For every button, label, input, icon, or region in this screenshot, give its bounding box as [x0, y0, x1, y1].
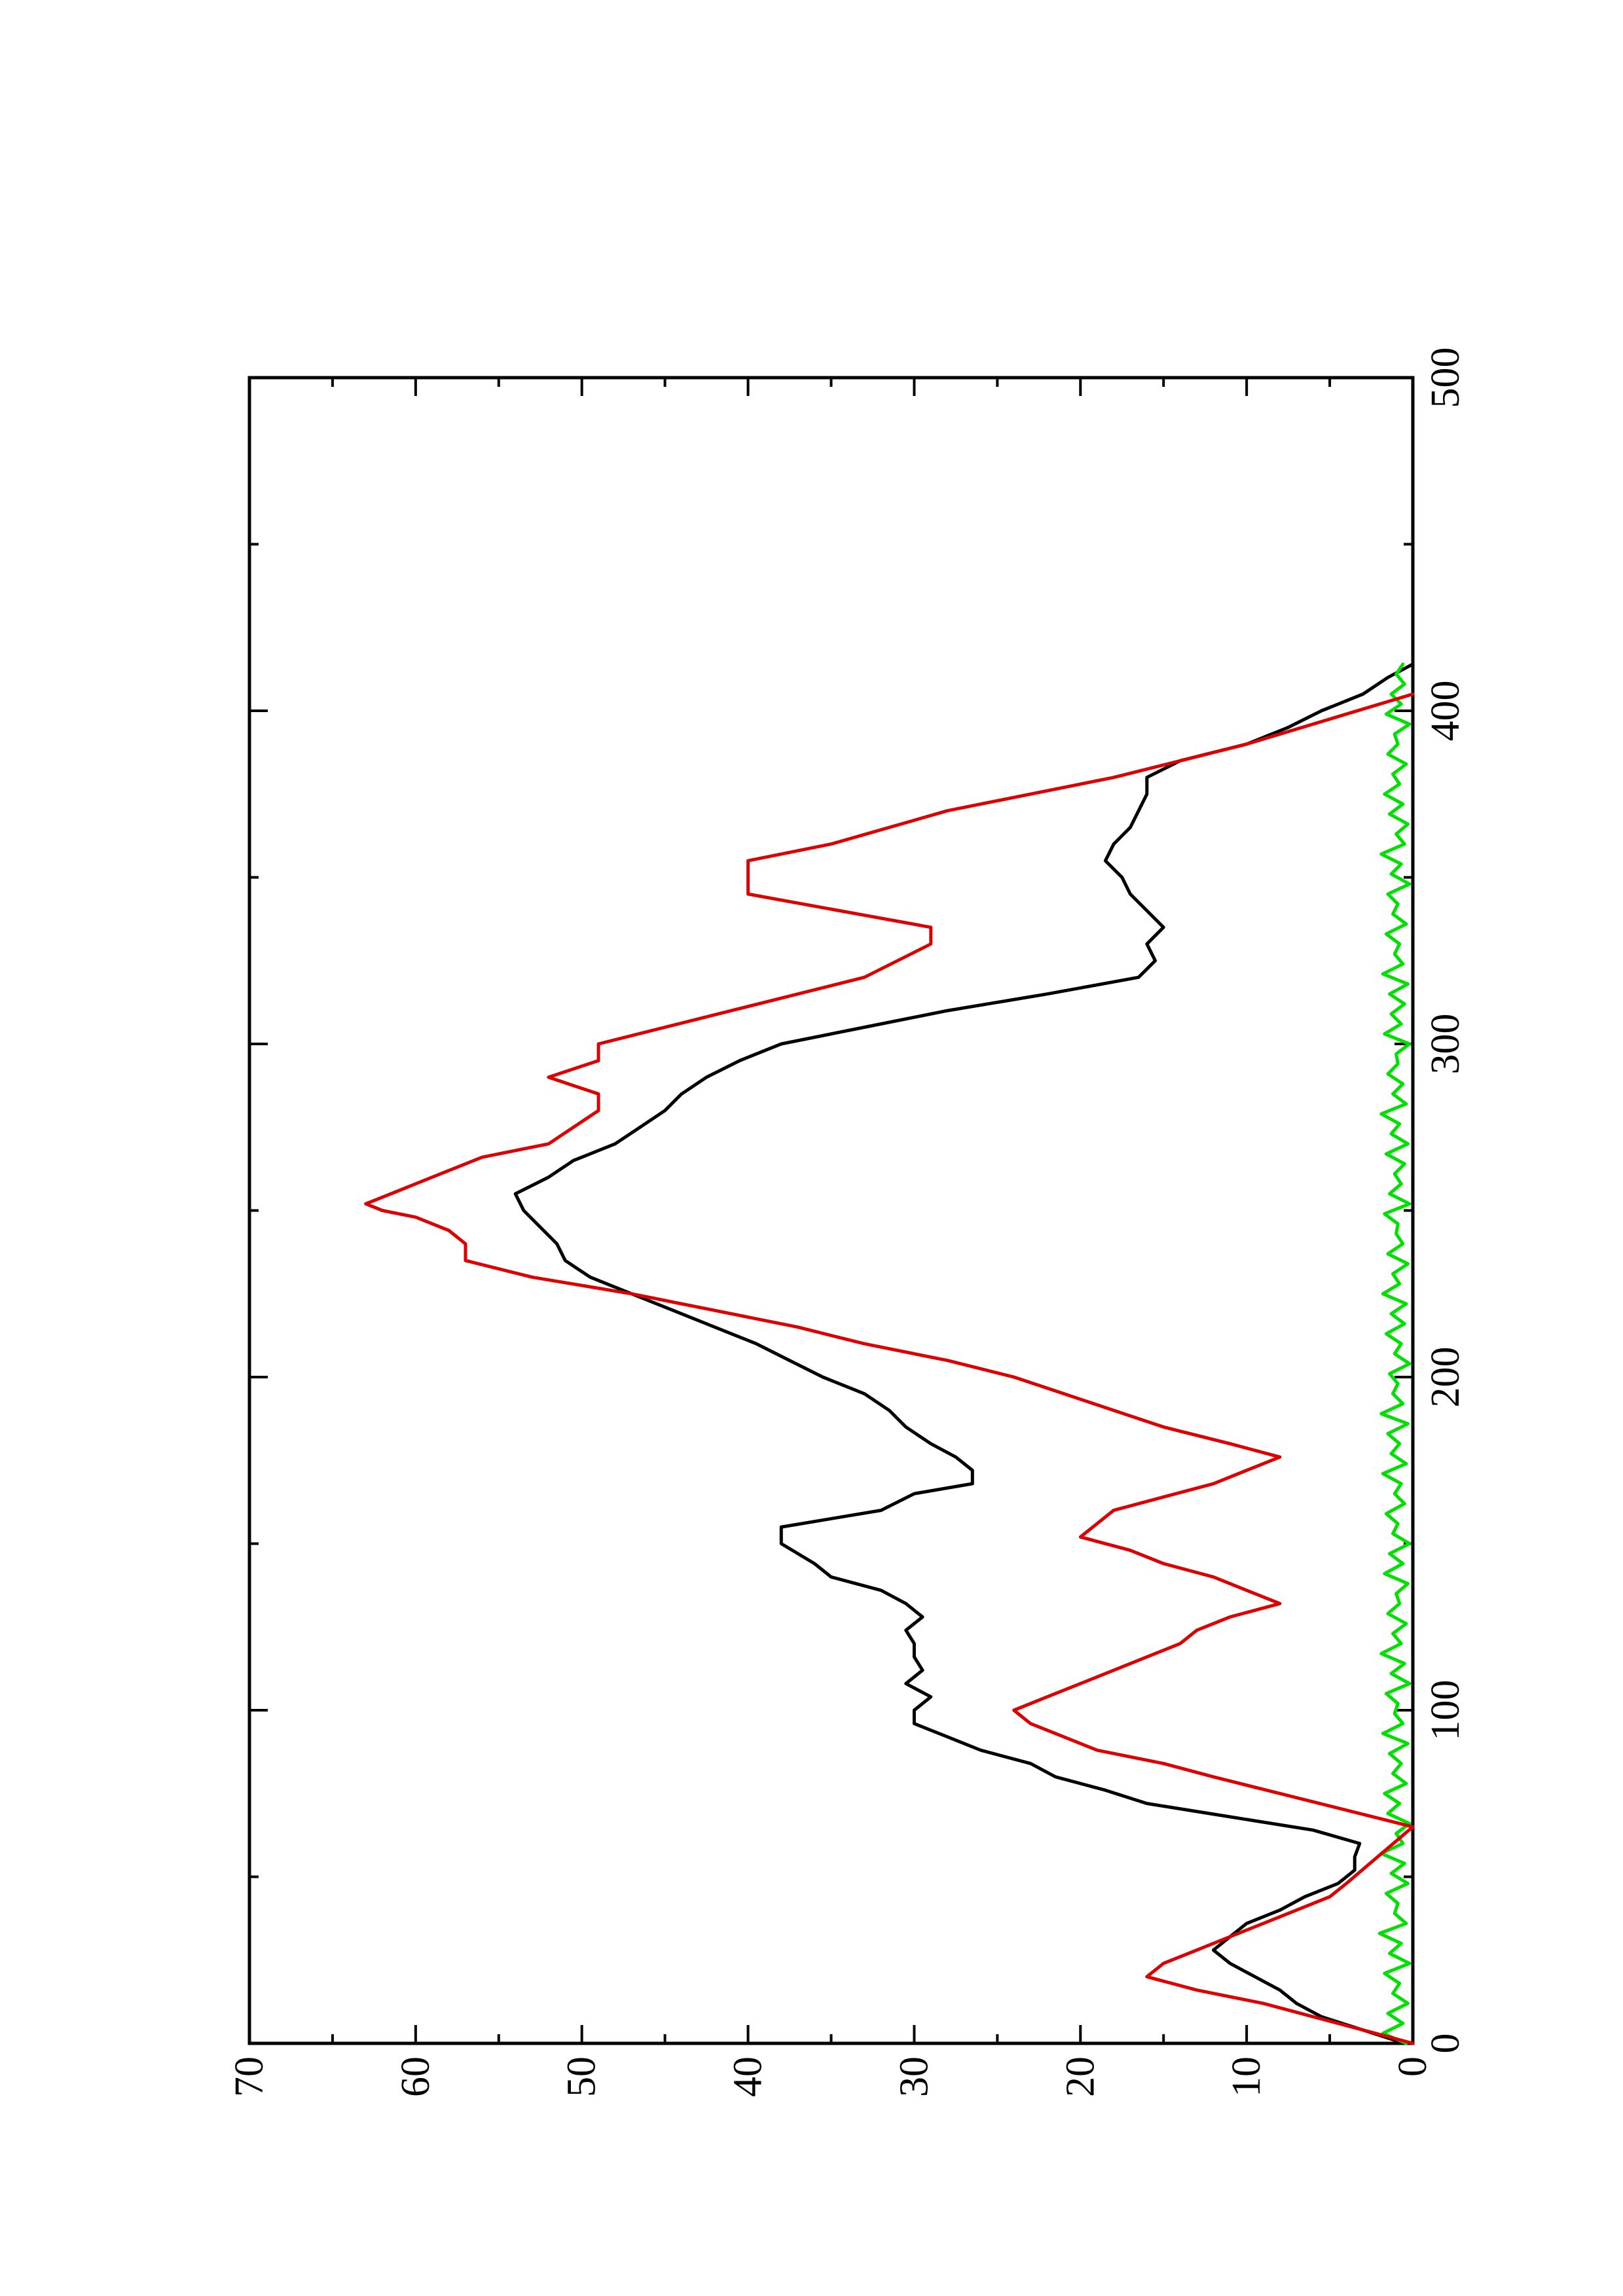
y-tick-label: 50 — [560, 2056, 604, 2097]
tick-marks — [248, 376, 1414, 2045]
x-tick-label: 0 — [1423, 2034, 1468, 2054]
series-line — [364, 692, 1415, 2045]
series-lines — [364, 662, 1415, 2045]
series-line — [513, 662, 1415, 2045]
x-tick-label: 500 — [1423, 348, 1468, 408]
x-tick-label: 300 — [1423, 1014, 1468, 1075]
plot-frame — [247, 376, 1415, 2045]
y-tick-label: 10 — [1224, 2056, 1269, 2097]
x-tick-label: 200 — [1423, 1347, 1468, 1408]
x-tick-label: 400 — [1423, 681, 1468, 742]
x-tick-label: 100 — [1423, 1680, 1468, 1741]
tick-labels: 0 100 200 300 400 500 0 10 20 30 40 50 60 70 — [227, 348, 1468, 2098]
y-tick-label: 0 — [1391, 2056, 1435, 2077]
y-tick-label: 20 — [1058, 2056, 1103, 2097]
y-tick-label: 30 — [892, 2056, 936, 2097]
y-tick-label: 40 — [726, 2056, 771, 2097]
y-tick-label: 60 — [393, 2056, 438, 2097]
y-tick-label: 70 — [227, 2056, 272, 2097]
series-line — [1377, 662, 1412, 2045]
